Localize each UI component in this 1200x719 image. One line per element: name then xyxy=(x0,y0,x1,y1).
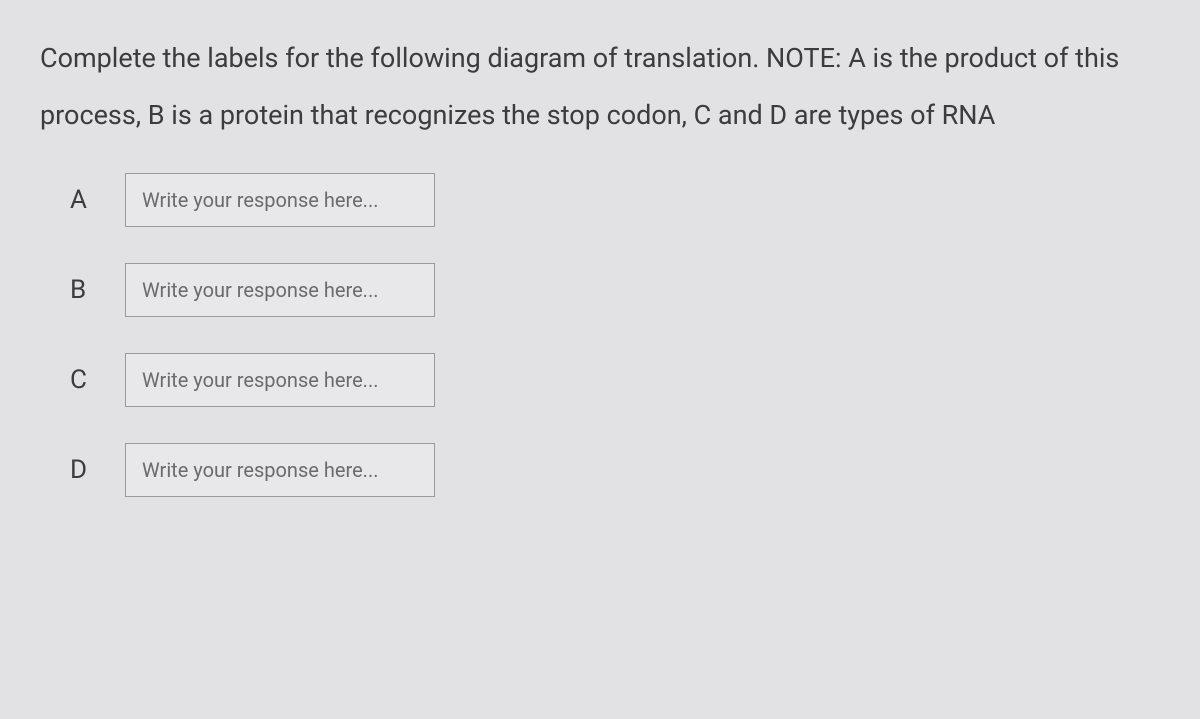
response-row-d: D xyxy=(70,443,1160,497)
response-row-b: B xyxy=(70,263,1160,317)
row-label-c: C xyxy=(70,365,125,395)
response-input-c[interactable] xyxy=(125,353,435,407)
row-label-b: B xyxy=(70,275,125,305)
response-row-a: A xyxy=(70,173,1160,227)
response-input-b[interactable] xyxy=(125,263,435,317)
response-rows: A B C D xyxy=(40,173,1160,497)
row-label-d: D xyxy=(70,455,125,485)
response-input-d[interactable] xyxy=(125,443,435,497)
question-container: Complete the labels for the following di… xyxy=(20,20,1180,543)
row-label-a: A xyxy=(70,185,125,215)
response-row-c: C xyxy=(70,353,1160,407)
question-prompt: Complete the labels for the following di… xyxy=(40,30,1160,143)
response-input-a[interactable] xyxy=(125,173,435,227)
